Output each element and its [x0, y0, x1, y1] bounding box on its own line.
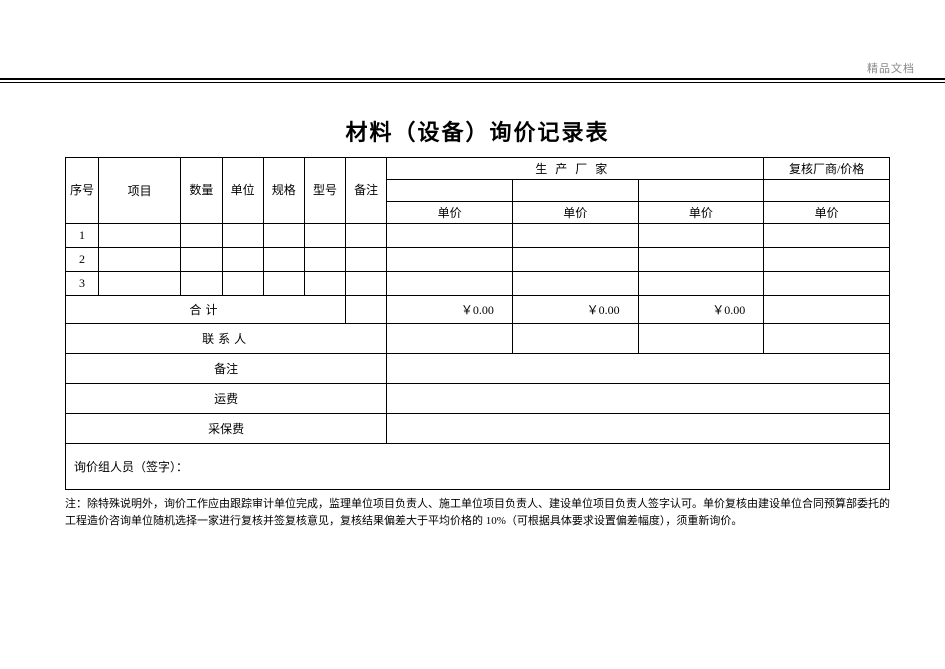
- price-hdr-2: 单价: [512, 202, 638, 224]
- row-idx-3: 3: [66, 272, 99, 296]
- sum-p3: ￥0.00: [638, 296, 764, 324]
- footnote: 注：除特殊说明外，询价工作应由跟踪审计单位完成，监理单位项目负责人、施工单位项目…: [65, 496, 890, 529]
- insurance-val: [387, 414, 890, 444]
- cell: [98, 224, 180, 248]
- cell: [764, 272, 890, 296]
- col-spec: 规格: [263, 158, 304, 224]
- cell: [512, 248, 638, 272]
- cell: [304, 224, 345, 248]
- col-qty: 数量: [181, 158, 222, 224]
- review-name: [764, 180, 890, 202]
- cell: [98, 272, 180, 296]
- cell: [387, 248, 513, 272]
- cell: [346, 248, 387, 272]
- insurance-row: 采保费: [66, 414, 890, 444]
- mfr-name-1: [387, 180, 513, 202]
- col-review: 复核厂商/价格: [764, 158, 890, 180]
- table-row: 1: [66, 224, 890, 248]
- header-row-1: 序号 项目 数量 单位 规格 型号 备注 生产厂家 复核厂商/价格: [66, 158, 890, 180]
- sum-p2: ￥0.00: [512, 296, 638, 324]
- sum-p1: ￥0.00: [387, 296, 513, 324]
- cell: [181, 248, 222, 272]
- col-remark: 备注: [346, 158, 387, 224]
- sum-label: 合计: [66, 296, 346, 324]
- page-title: 材料（设备）询价记录表: [65, 115, 890, 147]
- contact-2: [512, 324, 638, 354]
- contact-4: [764, 324, 890, 354]
- top-rule-thick: [0, 78, 945, 80]
- cell: [98, 248, 180, 272]
- col-unit: 单位: [222, 158, 263, 224]
- freight-val: [387, 384, 890, 414]
- cell: [263, 272, 304, 296]
- freight-row: 运费: [66, 384, 890, 414]
- cell: [222, 272, 263, 296]
- cell: [638, 224, 764, 248]
- cell: [222, 224, 263, 248]
- cell: [222, 248, 263, 272]
- sum-row: 合计 ￥0.00 ￥0.00 ￥0.00: [66, 296, 890, 324]
- cell: [304, 248, 345, 272]
- cell: [764, 224, 890, 248]
- price-hdr-1: 单价: [387, 202, 513, 224]
- mfr-name-3: [638, 180, 764, 202]
- col-seq: 序号: [66, 158, 99, 224]
- col-manufacturer: 生产厂家: [387, 158, 764, 180]
- table-row: 2: [66, 248, 890, 272]
- mfr-name-2: [512, 180, 638, 202]
- cell: [346, 272, 387, 296]
- cell: [263, 224, 304, 248]
- cell: [512, 272, 638, 296]
- contact-1: [387, 324, 513, 354]
- sum-remark: [346, 296, 387, 324]
- cell: [181, 272, 222, 296]
- cell: [181, 224, 222, 248]
- document-container: 材料（设备）询价记录表 序号 项目 数量 单位 规格 型号 备注 生产厂家 复核…: [65, 115, 890, 529]
- top-rule-thin: [0, 82, 945, 83]
- sum-p4: [764, 296, 890, 324]
- contact-row: 联系人: [66, 324, 890, 354]
- inquiry-table: 序号 项目 数量 单位 规格 型号 备注 生产厂家 复核厂商/价格 单价 单价 …: [65, 157, 890, 490]
- cell: [387, 272, 513, 296]
- watermark-text: 精品文档: [867, 60, 915, 76]
- insurance-label: 采保费: [66, 414, 387, 444]
- col-item: 项目: [98, 158, 180, 224]
- price-hdr-3: 单价: [638, 202, 764, 224]
- price-hdr-4: 单价: [764, 202, 890, 224]
- remark2-val: [387, 354, 890, 384]
- cell: [346, 224, 387, 248]
- row-idx-1: 1: [66, 224, 99, 248]
- cell: [638, 272, 764, 296]
- contact-label: 联系人: [66, 324, 387, 354]
- cell: [387, 224, 513, 248]
- table-row: 3: [66, 272, 890, 296]
- contact-3: [638, 324, 764, 354]
- col-model: 型号: [304, 158, 345, 224]
- cell: [263, 248, 304, 272]
- cell: [638, 248, 764, 272]
- signer-label: 询价组人员（签字）：: [66, 444, 890, 490]
- sign-row: 询价组人员（签字）：: [66, 444, 890, 490]
- row-idx-2: 2: [66, 248, 99, 272]
- cell: [512, 224, 638, 248]
- freight-label: 运费: [66, 384, 387, 414]
- remark2-label: 备注: [66, 354, 387, 384]
- cell: [304, 272, 345, 296]
- remark2-row: 备注: [66, 354, 890, 384]
- cell: [764, 248, 890, 272]
